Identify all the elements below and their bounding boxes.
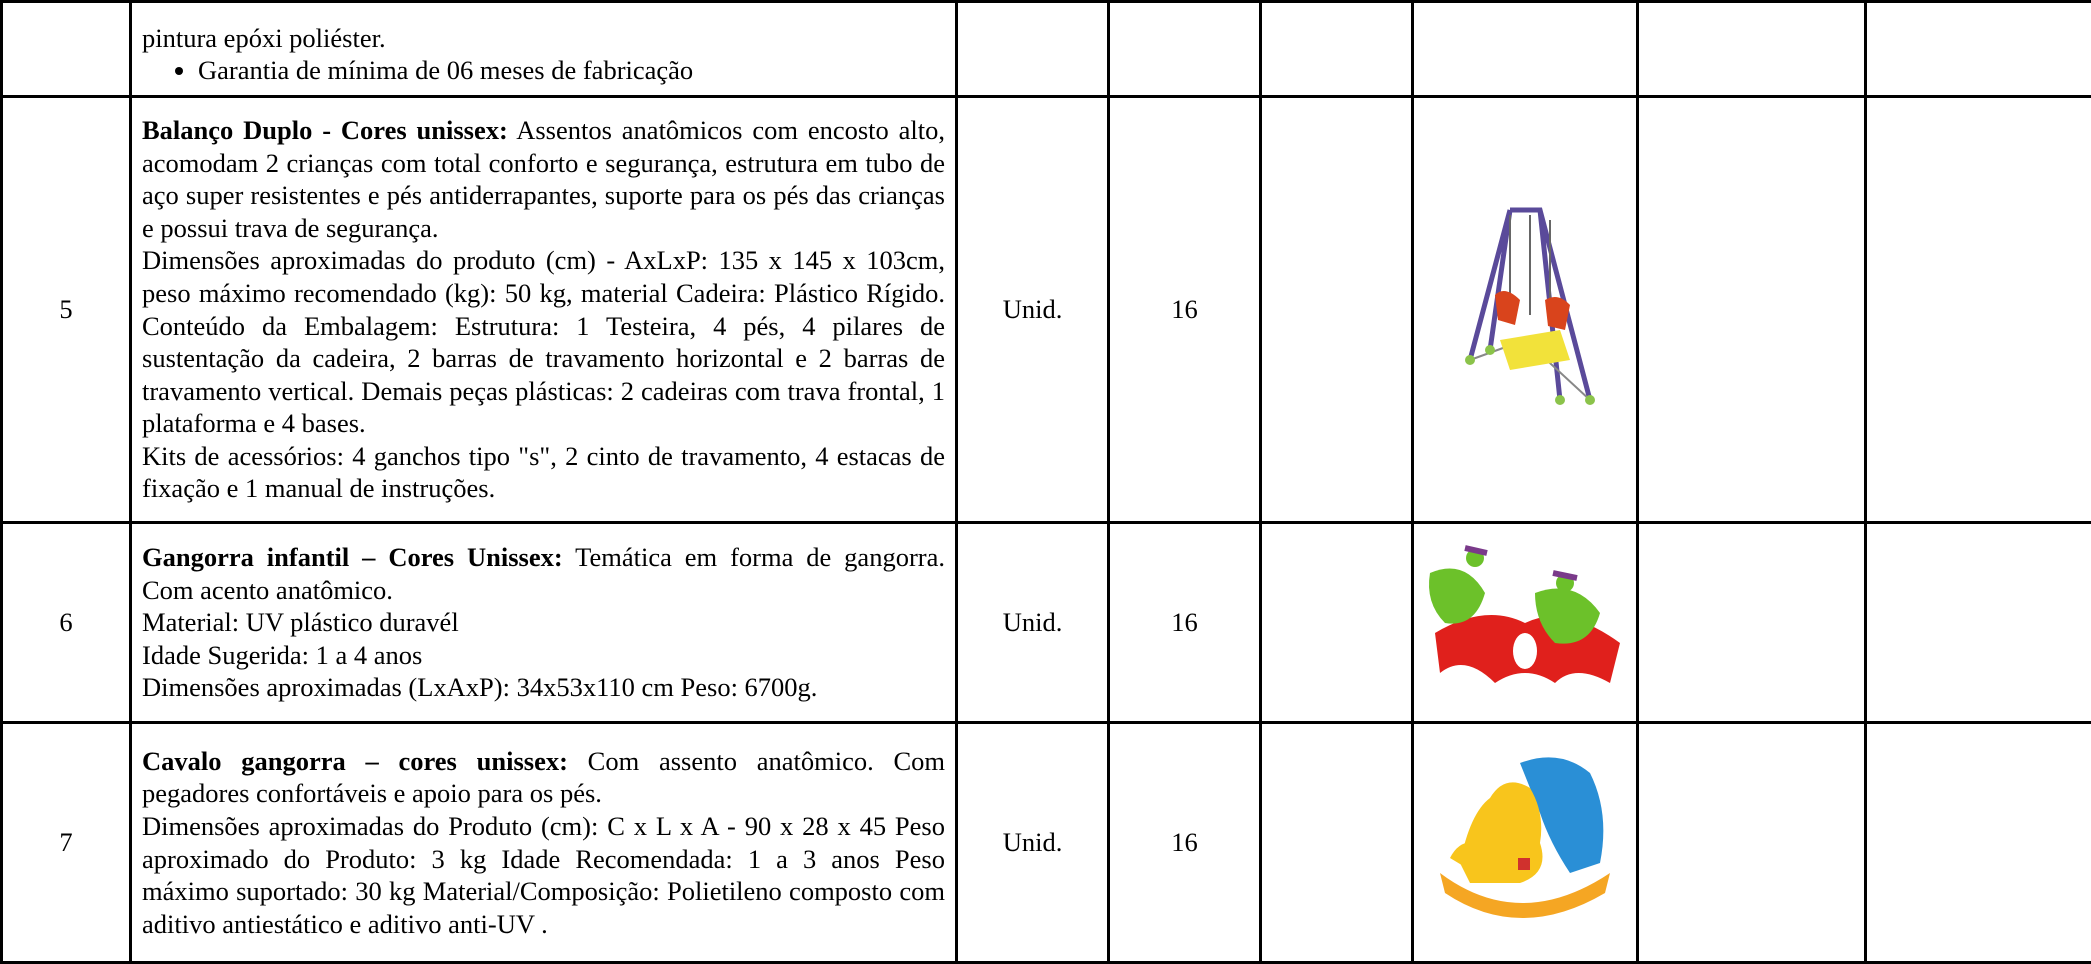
cell xyxy=(1638,2,1866,97)
text: Dimensões aproximadas do produto (cm) - … xyxy=(142,244,945,440)
unit: Unid. xyxy=(957,523,1109,723)
cell xyxy=(1638,523,1866,723)
quantity: 16 xyxy=(1109,523,1261,723)
row: 7 Cavalo gangorra – cores unissex: Com a… xyxy=(2,723,2091,963)
item-title: Gangorra infantil – Cores Unissex: xyxy=(142,542,563,572)
row: 5 Balanço Duplo - Cores unissex: Assento… xyxy=(2,97,2091,523)
quantity: 16 xyxy=(1109,723,1261,963)
text: Dimensões aproximadas (LxAxP): 34x53x110… xyxy=(142,671,945,704)
item-number: 5 xyxy=(2,97,131,523)
cell xyxy=(1866,97,2091,523)
cell xyxy=(957,2,1109,97)
unit: Unid. xyxy=(957,97,1109,523)
text: Balanço Duplo - Cores unissex: Assentos … xyxy=(142,114,945,244)
seesaw-image xyxy=(1425,533,1625,713)
cell xyxy=(1638,97,1866,523)
description: pintura epóxi poliéster. Garantia de mín… xyxy=(131,2,957,97)
text: Gangorra infantil – Cores Unissex: Temát… xyxy=(142,541,945,606)
text: Dimensões aproximadas do Produto (cm): C… xyxy=(142,810,945,940)
image-cell xyxy=(1413,723,1638,963)
cell xyxy=(1261,2,1413,97)
cell xyxy=(1261,97,1413,523)
image-cell xyxy=(1413,523,1638,723)
description: Gangorra infantil – Cores Unissex: Temát… xyxy=(131,523,957,723)
cell xyxy=(1261,523,1413,723)
item-title: Balanço Duplo - Cores unissex: xyxy=(142,115,508,145)
cell xyxy=(1109,2,1261,97)
item-number: 6 xyxy=(2,523,131,723)
quantity: 16 xyxy=(1109,97,1261,523)
item-number: 7 xyxy=(2,723,131,963)
cell xyxy=(1413,2,1638,97)
row: 6 Gangorra infantil – Cores Unissex: Tem… xyxy=(2,523,2091,723)
cell xyxy=(2,2,131,97)
text: Idade Sugerida: 1 a 4 anos xyxy=(142,639,945,672)
text: Cavalo gangorra – cores unissex: Com ass… xyxy=(142,745,945,810)
bullet: Garantia de mínima de 06 meses de fabric… xyxy=(198,54,945,87)
item-title: Cavalo gangorra – cores unissex: xyxy=(142,746,568,776)
cell xyxy=(1866,2,2091,97)
row: pintura epóxi poliéster. Garantia de mín… xyxy=(2,2,2091,97)
description: Balanço Duplo - Cores unissex: Assentos … xyxy=(131,97,957,523)
cell xyxy=(1866,523,2091,723)
cell xyxy=(1866,723,2091,963)
description: Cavalo gangorra – cores unissex: Com ass… xyxy=(131,723,957,963)
image-cell xyxy=(1413,97,1638,523)
bullet-list: Garantia de mínima de 06 meses de fabric… xyxy=(142,54,945,87)
unit: Unid. xyxy=(957,723,1109,963)
horse-image xyxy=(1430,743,1620,943)
text: Material: UV plástico duravél xyxy=(142,606,945,639)
text: Kits de acessórios: 4 ganchos tipo "s", … xyxy=(142,440,945,505)
cell xyxy=(1638,723,1866,963)
cell xyxy=(1261,723,1413,963)
swing-image xyxy=(1450,200,1600,420)
text: pintura epóxi poliéster. xyxy=(142,22,945,55)
